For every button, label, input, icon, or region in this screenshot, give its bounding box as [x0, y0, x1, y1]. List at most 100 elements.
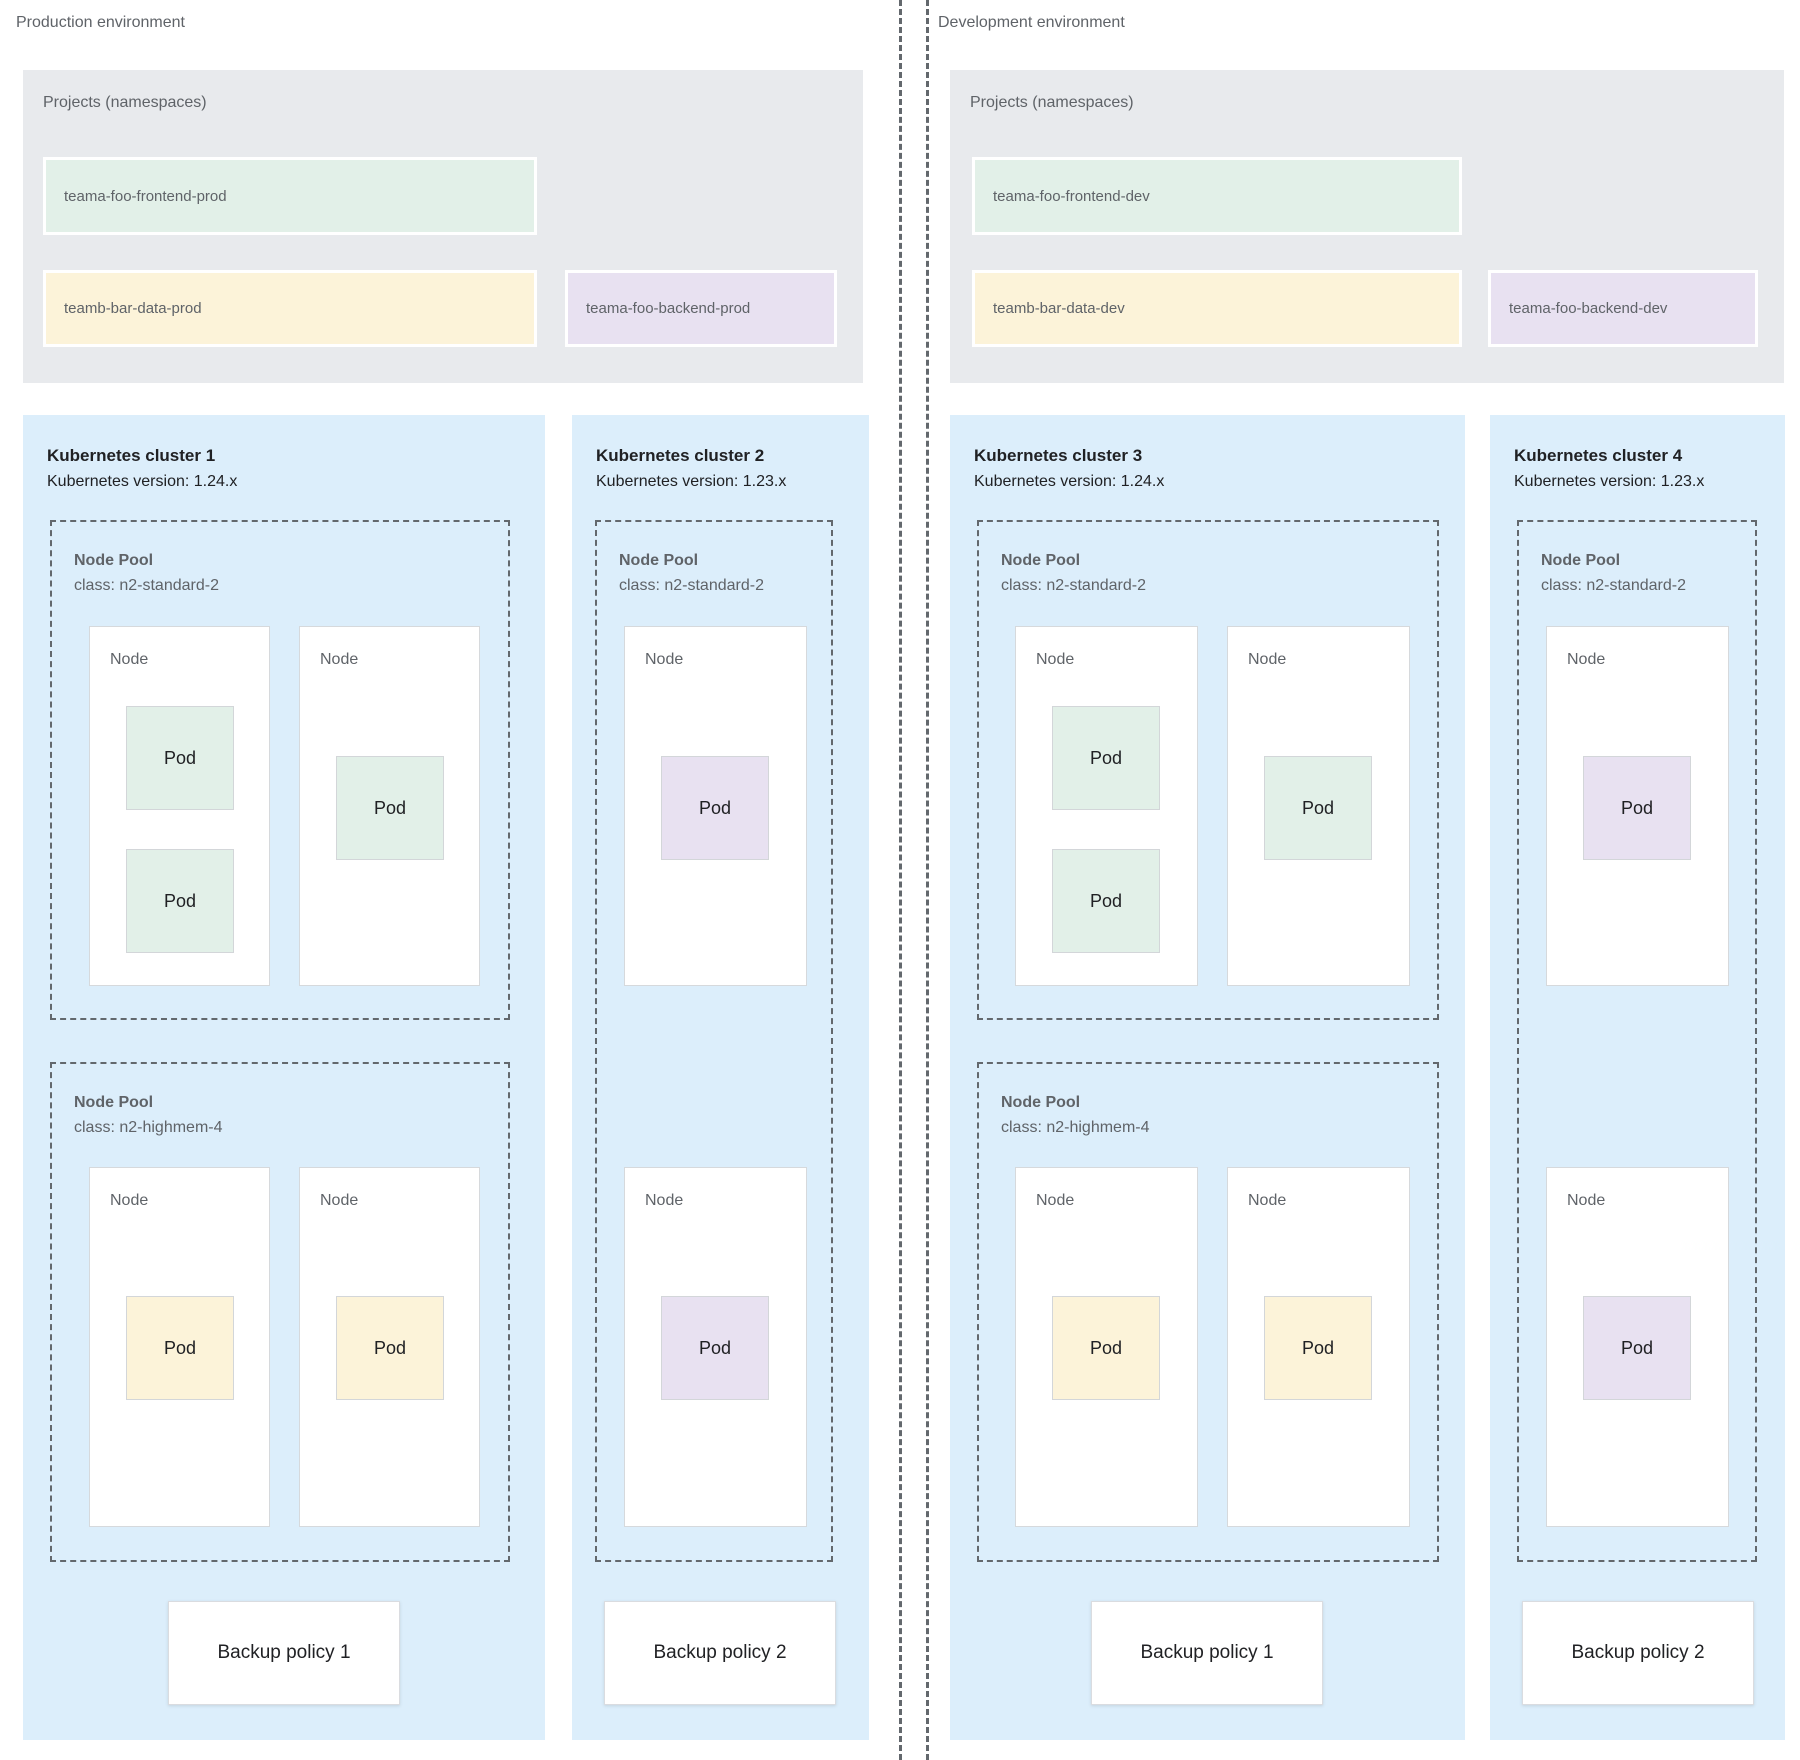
- node-pool-class: class: n2-highmem-4: [74, 1119, 223, 1136]
- cluster-3-title: Kubernetes cluster 3: [974, 446, 1143, 465]
- cluster-3-header: Kubernetes cluster 3 Kubernetes version:…: [974, 443, 1164, 495]
- node-label: Node: [110, 1192, 149, 1209]
- node: Node Pod: [1015, 1167, 1198, 1527]
- node: Node Pod: [1546, 1167, 1729, 1527]
- node-label: Node: [1567, 651, 1606, 668]
- cluster-3-version: Kubernetes version: 1.24.x: [974, 473, 1165, 490]
- pod-data: Pod: [126, 1296, 234, 1400]
- node-label: Node: [1036, 651, 1075, 668]
- cluster-1-version: Kubernetes version: 1.24.x: [47, 473, 238, 490]
- node-pool-title: Node Pool: [74, 552, 154, 569]
- backup-policy-1-box: Backup policy 1: [1091, 1601, 1323, 1705]
- node-pool-header: Node Pool class: n2-highmem-4: [1001, 1090, 1150, 1140]
- node-label: Node: [645, 1192, 684, 1209]
- node-label: Node: [110, 651, 149, 668]
- node: Node Pod: [299, 626, 480, 986]
- node-label: Node: [1248, 1192, 1287, 1209]
- node-label: Node: [320, 651, 359, 668]
- backup-policy-1-box: Backup policy 1: [168, 1601, 400, 1705]
- namespace-teama-foo-backend-prod: teama-foo-backend-prod: [565, 270, 837, 347]
- node: Node Pod: [1227, 626, 1410, 986]
- development-projects-box: Projects (namespaces) teama-foo-frontend…: [950, 70, 1784, 383]
- namespace-label: teamb-bar-data-prod: [64, 300, 202, 317]
- cluster-4-version: Kubernetes version: 1.23.x: [1514, 473, 1705, 490]
- namespace-teamb-bar-data-prod: teamb-bar-data-prod: [43, 270, 537, 347]
- namespace-label: teama-foo-backend-dev: [1509, 300, 1668, 317]
- node: Node Pod: [299, 1167, 480, 1527]
- cluster-1-node-pool-standard: Node Pool class: n2-standard-2 Node Pod …: [50, 520, 510, 1020]
- development-environment-label: Development environment: [938, 14, 1125, 31]
- node-pool-title: Node Pool: [1001, 1094, 1081, 1111]
- node-pool-class: class: n2-standard-2: [1001, 577, 1146, 594]
- production-projects-box: Projects (namespaces) teama-foo-frontend…: [23, 70, 863, 383]
- node-pool-header: Node Pool class: n2-standard-2: [1541, 548, 1686, 598]
- node-pool-title: Node Pool: [619, 552, 699, 569]
- node: Node Pod: [624, 626, 807, 986]
- namespace-label: teamb-bar-data-dev: [993, 300, 1125, 317]
- cluster-2-version: Kubernetes version: 1.23.x: [596, 473, 787, 490]
- node-label: Node: [645, 651, 684, 668]
- node-label: Node: [1248, 651, 1287, 668]
- namespace-label: teama-foo-frontend-prod: [64, 187, 227, 205]
- node-label: Node: [1036, 1192, 1075, 1209]
- pod-backend: Pod: [661, 1296, 769, 1400]
- node: Node Pod: [624, 1167, 807, 1527]
- cluster-1-node-pool-highmem: Node Pool class: n2-highmem-4 Node Pod N…: [50, 1062, 510, 1562]
- node-label: Node: [1567, 1192, 1606, 1209]
- node: Node Pod Pod: [1015, 626, 1198, 986]
- node: Node Pod: [1227, 1167, 1410, 1527]
- pod-frontend: Pod: [1264, 756, 1372, 860]
- pod-frontend: Pod: [126, 706, 234, 810]
- pod-frontend: Pod: [1052, 706, 1160, 810]
- node-pool-header: Node Pool class: n2-standard-2: [74, 548, 219, 598]
- node-pool-header: Node Pool class: n2-standard-2: [619, 548, 764, 598]
- cluster-4-title: Kubernetes cluster 4: [1514, 446, 1683, 465]
- namespace-teama-foo-frontend-prod: teama-foo-frontend-prod: [43, 157, 537, 235]
- pod-data: Pod: [336, 1296, 444, 1400]
- kubernetes-cluster-3: Kubernetes cluster 3 Kubernetes version:…: [950, 415, 1465, 1740]
- node: Node Pod: [1546, 626, 1729, 986]
- node-pool-title: Node Pool: [74, 1094, 154, 1111]
- node-pool-header: Node Pool class: n2-highmem-4: [74, 1090, 223, 1140]
- node-pool-class: class: n2-highmem-4: [1001, 1119, 1150, 1136]
- cluster-3-node-pool-standard: Node Pool class: n2-standard-2 Node Pod …: [977, 520, 1439, 1020]
- production-environment-label: Production environment: [16, 14, 185, 31]
- pod-backend: Pod: [661, 756, 769, 860]
- cluster-3-node-pool-highmem: Node Pool class: n2-highmem-4 Node Pod N…: [977, 1062, 1439, 1562]
- kubernetes-cluster-4: Kubernetes cluster 4 Kubernetes version:…: [1490, 415, 1785, 1740]
- node-pool-class: class: n2-standard-2: [619, 577, 764, 594]
- environment-divider-line-left: [899, 0, 902, 1760]
- pod-data: Pod: [1052, 1296, 1160, 1400]
- cluster-4-node-pool-standard: Node Pool class: n2-standard-2 Node Pod …: [1517, 520, 1757, 1562]
- pod-backend: Pod: [1583, 1296, 1691, 1400]
- production-projects-title: Projects (namespaces): [43, 94, 207, 111]
- node-pool-header: Node Pool class: n2-standard-2: [1001, 548, 1146, 598]
- development-projects-title: Projects (namespaces): [970, 94, 1134, 111]
- namespace-teama-foo-backend-dev: teama-foo-backend-dev: [1488, 270, 1758, 347]
- kubernetes-cluster-1: Kubernetes cluster 1 Kubernetes version:…: [23, 415, 545, 1740]
- environment-divider-line-right: [926, 0, 929, 1760]
- pod-backend: Pod: [1583, 756, 1691, 860]
- namespace-label: teama-foo-frontend-dev: [993, 187, 1150, 205]
- backup-policy-2-box: Backup policy 2: [604, 1601, 836, 1705]
- node-pool-title: Node Pool: [1541, 552, 1621, 569]
- kubernetes-cluster-2: Kubernetes cluster 2 Kubernetes version:…: [572, 415, 869, 1740]
- namespace-teamb-bar-data-dev: teamb-bar-data-dev: [972, 270, 1462, 347]
- cluster-1-header: Kubernetes cluster 1 Kubernetes version:…: [47, 443, 237, 495]
- pod-data: Pod: [1264, 1296, 1372, 1400]
- pod-frontend: Pod: [336, 756, 444, 860]
- backup-policy-2-box: Backup policy 2: [1522, 1601, 1754, 1705]
- node-pool-title: Node Pool: [1001, 552, 1081, 569]
- node-pool-class: class: n2-standard-2: [74, 577, 219, 594]
- cluster-1-title: Kubernetes cluster 1: [47, 446, 216, 465]
- pod-frontend: Pod: [1052, 849, 1160, 953]
- cluster-2-title: Kubernetes cluster 2: [596, 446, 765, 465]
- node-pool-class: class: n2-standard-2: [1541, 577, 1686, 594]
- pod-frontend: Pod: [126, 849, 234, 953]
- cluster-2-header: Kubernetes cluster 2 Kubernetes version:…: [596, 443, 786, 495]
- cluster-4-header: Kubernetes cluster 4 Kubernetes version:…: [1514, 443, 1704, 495]
- namespace-teama-foo-frontend-dev: teama-foo-frontend-dev: [972, 157, 1462, 235]
- cluster-2-node-pool-standard: Node Pool class: n2-standard-2 Node Pod …: [595, 520, 833, 1562]
- node: Node Pod: [89, 1167, 270, 1527]
